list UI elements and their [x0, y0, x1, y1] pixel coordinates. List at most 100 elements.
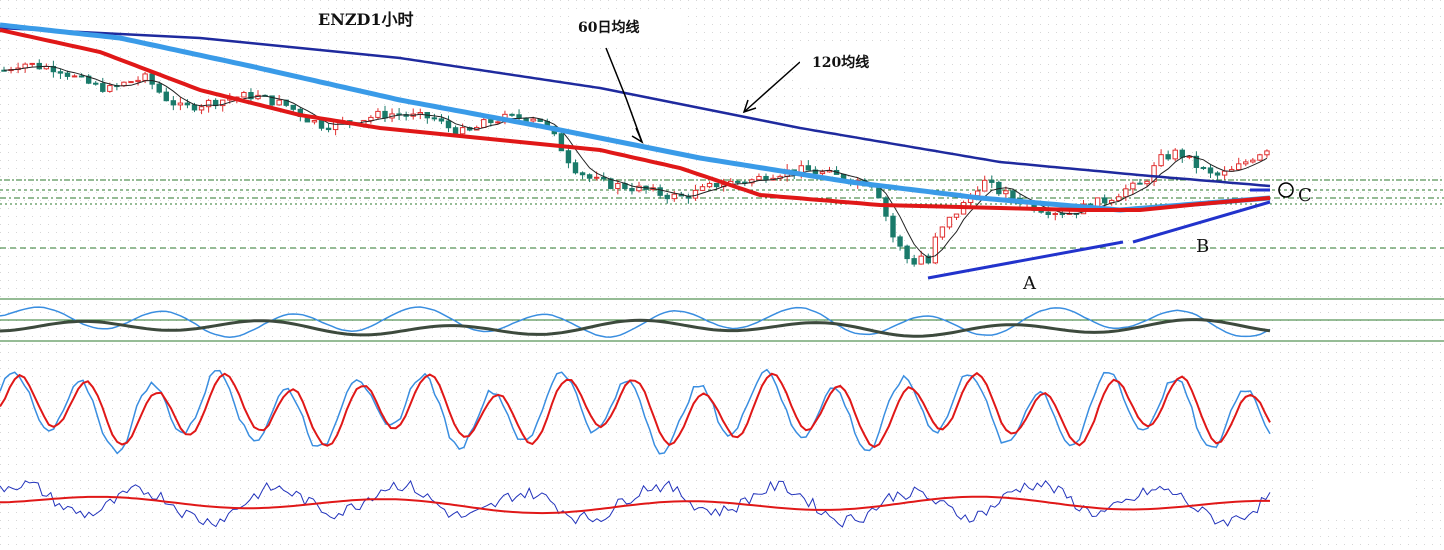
down-candle-body [763, 175, 769, 181]
down-candle-body [191, 104, 198, 111]
up-candle-body [368, 116, 374, 121]
down-candle-body [1193, 155, 1200, 168]
ma120-label-box [800, 48, 900, 88]
down-candle-body [1137, 182, 1143, 185]
up-candle-body [1130, 182, 1136, 190]
down-candle-body [601, 176, 607, 180]
up-candle-body [918, 255, 924, 265]
down-candle-body [1179, 149, 1185, 158]
oscillator-panels [0, 306, 1271, 528]
down-candle-body [1165, 154, 1171, 160]
down-candle-body [904, 245, 910, 260]
down-candle-body [452, 127, 459, 135]
up-candle-body [939, 226, 946, 238]
down-candle-body [812, 169, 819, 175]
panel2-slow-line [0, 371, 1271, 449]
down-candle-body [1200, 166, 1207, 169]
up-candle-body [636, 185, 642, 192]
up-candle-body [1123, 188, 1129, 198]
up-candle-body [459, 127, 466, 135]
up-candle-body [756, 175, 762, 181]
down-candle-body [318, 120, 325, 129]
down-candle-body [184, 102, 191, 106]
point-a-label: A [1022, 273, 1037, 294]
ma60-pointer-arrow [605, 47, 643, 143]
ma60-arrow-head [631, 127, 644, 144]
down-candle-body [78, 75, 85, 78]
down-candle-body [608, 178, 614, 189]
panel1-fast-line [0, 306, 1271, 339]
up-candle-body [135, 79, 141, 83]
ma120-label: 120均线 [812, 54, 869, 71]
down-candle-body [1010, 190, 1016, 199]
up-candle-body [706, 182, 713, 188]
point-c-label: C [1298, 185, 1312, 206]
up-candle-body [593, 176, 600, 179]
up-candle-body [1243, 161, 1249, 165]
down-candle-body [1207, 167, 1214, 174]
down-candle-body [149, 73, 155, 85]
down-candle-body [579, 172, 586, 176]
trendline-a [927, 240, 1124, 280]
down-candle-body [445, 120, 452, 129]
up-candle-body [71, 75, 78, 78]
up-candle-body [198, 106, 205, 111]
down-candle-body [657, 187, 663, 196]
down-candle-body [290, 104, 296, 110]
down-candle-body [565, 150, 572, 164]
down-candle-body [586, 174, 593, 179]
down-candle-body [36, 62, 42, 70]
down-candle-body [713, 182, 720, 188]
up-candle-body [1116, 196, 1122, 201]
up-candle-body [932, 236, 939, 264]
down-candle-body [925, 255, 931, 264]
up-candle-body [1003, 190, 1009, 195]
up-candle-body [481, 119, 487, 128]
down-candle-body [1101, 197, 1108, 204]
up-candle-body [107, 85, 113, 92]
up-candle-body [1250, 159, 1256, 163]
up-candle-body [1236, 163, 1242, 171]
up-candle-body [220, 99, 226, 107]
ma120-arrow-head [742, 99, 757, 114]
panel3-fast-line [0, 479, 1271, 528]
panel1-slow-line [0, 318, 1271, 338]
up-candle-body [1052, 213, 1058, 216]
up-candle-body [819, 171, 826, 175]
down-candle-body [664, 194, 670, 200]
up-candle-body [1172, 149, 1178, 160]
chart-title: ENZD1小时 [318, 10, 414, 29]
blank-patch [1318, 478, 1410, 520]
up-candle-body [946, 216, 953, 228]
down-candle-body [572, 162, 579, 174]
ma60-line [0, 22, 1271, 213]
annotations [605, 47, 1294, 280]
ma-red-line [0, 28, 1271, 212]
up-candle-body [495, 121, 501, 124]
ma120-line [0, 26, 1271, 188]
ma60-label: 60日均线 [578, 19, 639, 36]
down-candle-body [523, 117, 529, 122]
up-candle-body [205, 99, 212, 108]
moving-averages [0, 22, 1271, 259]
down-candle-body [163, 91, 169, 102]
up-candle-body [142, 73, 148, 81]
down-candle-body [1059, 213, 1066, 216]
up-candle-body [29, 62, 35, 65]
down-candle-body [509, 113, 515, 116]
down-candle-body [629, 188, 635, 192]
up-candle-body [311, 120, 318, 123]
down-candle-body [488, 119, 494, 124]
panel3-slow-line [0, 495, 1270, 515]
up-candle-body [671, 193, 677, 200]
ma60-label-box [572, 12, 688, 42]
panel2-fast-line [0, 368, 1271, 455]
up-candle-body [1221, 170, 1228, 176]
down-candle-body [325, 127, 332, 131]
down-candle-body [431, 117, 438, 120]
up-candle-body [953, 213, 960, 218]
down-candle-body [516, 114, 522, 119]
down-candle-body [382, 110, 388, 119]
point-c-marker [1278, 182, 1294, 198]
